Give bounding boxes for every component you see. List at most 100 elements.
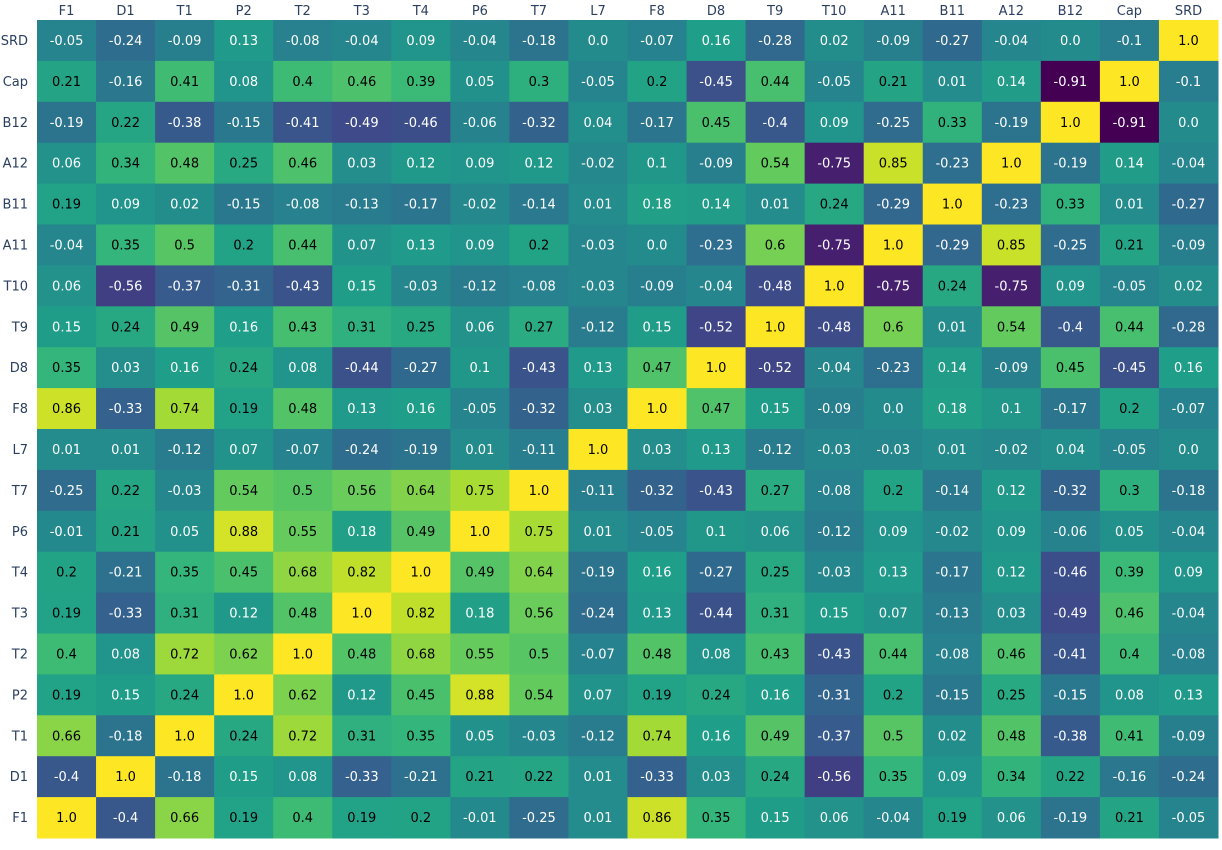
cell-value-label: 0.82 xyxy=(406,607,435,622)
cell-value-label: 0.2 xyxy=(647,75,668,90)
cell-value-label: -0.48 xyxy=(758,279,792,294)
heatmap-cells xyxy=(37,20,1219,839)
heatmap-cell xyxy=(922,142,983,185)
cell-value-label: -0.09 xyxy=(995,361,1029,376)
heatmap-cell xyxy=(627,674,688,716)
x-tick-label: F1 xyxy=(59,4,75,19)
heatmap-cell-labels: -0.05 -0.24 -0.09 0.13 -0.08 -0.04 0.09 -0.04 -0… xyxy=(50,34,1206,826)
heatmap-cell xyxy=(981,715,1042,757)
heatmap-cell xyxy=(155,101,215,144)
heatmap-cell xyxy=(214,633,274,675)
cell-value-label: 0.25 xyxy=(761,566,790,581)
cell-value-label: 0.01 xyxy=(1115,198,1144,213)
heatmap-cell xyxy=(214,20,274,62)
heatmap-cell xyxy=(981,60,1042,103)
heatmap-cell xyxy=(1040,715,1101,757)
heatmap-cell xyxy=(155,224,215,266)
cell-value-label: 0.88 xyxy=(465,688,494,703)
cell-value-label: -0.09 xyxy=(699,157,733,172)
heatmap-cell xyxy=(568,715,628,757)
heatmap-cell xyxy=(273,551,333,594)
heatmap-cell xyxy=(627,142,688,185)
heatmap-cell xyxy=(509,592,569,634)
cell-value-label: -0.27 xyxy=(1172,198,1206,213)
heatmap-cell xyxy=(332,674,392,716)
y-tick-label: D8 xyxy=(10,361,28,376)
heatmap-cell xyxy=(922,20,983,62)
cell-value-label: 0.0 xyxy=(1178,443,1199,458)
cell-value-label: 0.35 xyxy=(879,770,908,785)
heatmap-cell xyxy=(273,674,333,716)
cell-value-label: -0.75 xyxy=(995,279,1029,294)
cell-value-label: 0.35 xyxy=(52,361,81,376)
heatmap-cell xyxy=(863,101,924,144)
cell-value-label: 0.34 xyxy=(997,770,1026,785)
cell-value-label: -0.21 xyxy=(404,770,438,785)
heatmap-cell xyxy=(568,551,628,594)
heatmap-cell xyxy=(1158,592,1219,634)
cell-value-label: 0.1 xyxy=(470,361,491,376)
cell-value-label: -0.32 xyxy=(522,402,556,417)
cell-value-label: 0.39 xyxy=(406,75,435,90)
heatmap-cell xyxy=(1040,674,1101,716)
heatmap-cell xyxy=(1099,429,1160,471)
cell-value-label: -0.15 xyxy=(227,198,261,213)
heatmap-cell xyxy=(1099,60,1160,103)
heatmap-cell xyxy=(273,715,333,757)
heatmap-cell xyxy=(627,469,688,512)
heatmap-cell xyxy=(332,756,392,798)
heatmap-cell xyxy=(96,20,156,62)
heatmap-cell xyxy=(627,756,688,798)
cell-value-label: -0.37 xyxy=(817,729,851,744)
cell-value-label: 0.15 xyxy=(52,320,81,335)
heatmap-cell xyxy=(804,510,865,553)
x-tick-label: L7 xyxy=(590,4,606,19)
cell-value-label: 0.15 xyxy=(761,811,790,826)
heatmap-cell xyxy=(686,101,747,144)
heatmap-cell xyxy=(981,674,1042,716)
heatmap-cell xyxy=(273,306,333,348)
cell-value-label: 0.21 xyxy=(1115,811,1144,826)
heatmap-cell xyxy=(332,101,392,144)
cell-value-label: 0.06 xyxy=(997,811,1026,826)
heatmap-cell xyxy=(155,551,215,594)
cell-value-label: 0.09 xyxy=(406,34,435,49)
heatmap-cell xyxy=(37,142,97,185)
y-tick-label: T10 xyxy=(3,279,28,294)
cell-value-label: 0.22 xyxy=(111,484,140,499)
cell-value-label: 0.48 xyxy=(288,402,317,417)
heatmap-cell xyxy=(96,60,156,103)
cell-value-label: 0.09 xyxy=(1174,566,1203,581)
heatmap-cell xyxy=(686,265,747,307)
cell-value-label: -0.07 xyxy=(286,443,320,458)
cell-value-label: -0.29 xyxy=(935,238,969,253)
cell-value-label: -0.19 xyxy=(995,116,1029,131)
heatmap-cell xyxy=(37,224,97,266)
cell-value-label: 0.62 xyxy=(288,688,317,703)
cell-value-label: -0.14 xyxy=(522,198,556,213)
heatmap-cell xyxy=(1099,715,1160,757)
heatmap-cell xyxy=(568,633,628,675)
cell-value-label: 0.86 xyxy=(52,402,81,417)
cell-value-label: 0.13 xyxy=(1174,688,1203,703)
cell-value-label: 0.5 xyxy=(174,238,195,253)
heatmap-cell xyxy=(863,347,924,389)
cell-value-label: -0.13 xyxy=(935,607,969,622)
cell-value-label: 1.0 xyxy=(824,279,845,294)
x-tick-label: T2 xyxy=(294,4,311,19)
cell-value-label: 0.08 xyxy=(229,75,258,90)
cell-value-label: -0.46 xyxy=(404,116,438,131)
cell-value-label: 0.02 xyxy=(170,198,199,213)
cell-value-label: 0.35 xyxy=(170,566,199,581)
heatmap-cell xyxy=(1158,60,1219,103)
cell-value-label: 0.19 xyxy=(643,688,672,703)
cell-value-label: -0.23 xyxy=(995,198,1029,213)
heatmap-cell xyxy=(745,551,806,594)
cell-value-label: 0.27 xyxy=(524,320,553,335)
cell-value-label: -0.38 xyxy=(168,116,202,131)
cell-value-label: -0.56 xyxy=(817,770,851,785)
cell-value-label: 0.43 xyxy=(761,647,790,662)
cell-value-label: 0.85 xyxy=(879,157,908,172)
cell-value-label: -0.44 xyxy=(345,361,379,376)
